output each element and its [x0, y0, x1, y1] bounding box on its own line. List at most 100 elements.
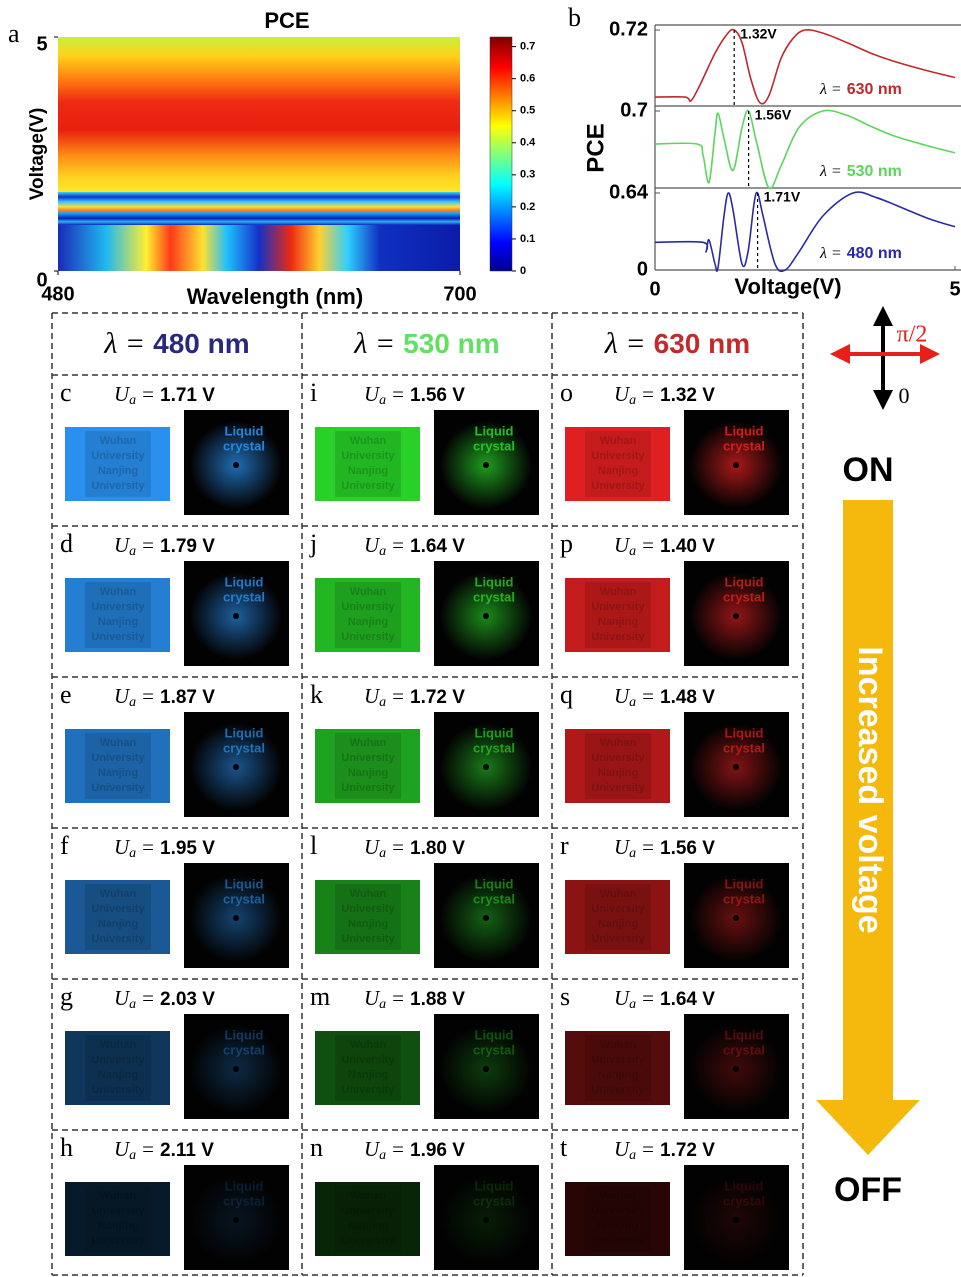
peak-label: 1.32V	[740, 26, 777, 42]
y-axis-label: Voltage(V)	[27, 108, 48, 201]
header-prefix: λ =	[353, 327, 395, 360]
photo-dim	[65, 578, 170, 652]
voltage-value: 1.64 V	[410, 536, 465, 557]
colorbar-tick-label: 0.7	[520, 41, 535, 53]
voltage-value: 1.96 V	[410, 1140, 465, 1161]
pce-curve	[655, 30, 955, 104]
screen-text: Liquid	[725, 1178, 764, 1193]
y-tick-label: 0	[637, 258, 648, 280]
voltage-value: 1.80 V	[410, 838, 465, 859]
screen-text: crystal	[723, 891, 765, 906]
y-axis-label: PCE	[582, 123, 609, 172]
voltage-value: 1.71 V	[160, 385, 215, 406]
screen-text: crystal	[223, 1042, 265, 1057]
y-tick-label: 5	[36, 33, 47, 55]
voltage-label: Ua=1.32 V	[614, 382, 715, 408]
zero-order-block	[233, 915, 239, 921]
screen-text: Liquid	[475, 574, 514, 589]
pce-curve	[655, 192, 955, 271]
photo-dim	[315, 729, 420, 803]
voltage-index: a	[129, 544, 136, 559]
panel-label: c	[60, 378, 72, 407]
zero-order-block	[233, 764, 239, 770]
voltage-index: a	[379, 393, 386, 408]
voltage-value: 2.11 V	[160, 1140, 214, 1161]
polarization-label: π/2	[897, 322, 928, 348]
photo-dim	[565, 729, 670, 803]
voltage-equals: =	[392, 1137, 404, 1161]
voltage-value: 1.64 V	[660, 989, 715, 1010]
voltage-equals: =	[642, 835, 654, 859]
screen-text: crystal	[473, 589, 515, 604]
voltage-value: 1.95 V	[160, 838, 215, 859]
voltage-equals: =	[142, 684, 154, 708]
panel-label: l	[310, 831, 317, 860]
screen-text: crystal	[723, 589, 765, 604]
voltage-value: 1.88 V	[410, 989, 465, 1010]
panel-label: i	[310, 378, 317, 407]
header-prefix: λ =	[604, 327, 646, 360]
photo-dim	[565, 880, 670, 954]
voltage-index: a	[629, 846, 636, 861]
voltage-label: Ua=1.56 V	[614, 835, 715, 861]
photo-dim	[565, 1031, 670, 1105]
arrow-label: Increased voltage	[851, 646, 889, 933]
voltage-value: 1.56 V	[660, 838, 715, 859]
zero-order-block	[733, 1217, 739, 1223]
voltage-equals: =	[142, 382, 154, 406]
panel-label: o	[560, 378, 573, 407]
side-annotations: π/2 0 ON Increased voltage OFF	[816, 316, 930, 1209]
panel-label: h	[60, 1133, 73, 1162]
panel-label: d	[60, 529, 73, 558]
off-label: OFF	[834, 1171, 902, 1209]
screen-text: Liquid	[225, 574, 264, 589]
zero-order-block	[483, 462, 489, 468]
polarization-label: 0	[899, 383, 910, 408]
voltage-index: a	[379, 997, 386, 1012]
panel-label: n	[310, 1133, 323, 1162]
legend-entry: λ =530 nm	[819, 163, 902, 181]
photo-dim	[65, 880, 170, 954]
voltage-equals: =	[142, 1137, 154, 1161]
voltage-equals: =	[392, 986, 404, 1010]
zero-order-block	[733, 462, 739, 468]
voltage-label: Ua=1.56 V	[364, 382, 465, 408]
panel-label: j	[309, 529, 317, 558]
voltage-index: a	[129, 846, 136, 861]
colorbar-tick-label: 0.3	[520, 169, 535, 181]
voltage-value: 1.32 V	[660, 385, 715, 406]
header-prefix: λ =	[103, 327, 145, 360]
voltage-value: 1.56 V	[410, 385, 465, 406]
header-wavelength: 480 nm	[153, 328, 250, 359]
voltage-equals: =	[642, 986, 654, 1010]
colorbar	[490, 37, 512, 271]
voltage-index: a	[129, 1148, 136, 1163]
voltage-equals: =	[392, 533, 404, 557]
voltage-label: Ua=1.79 V	[114, 533, 215, 559]
colorbar-tick-label: 0.2	[520, 201, 535, 213]
column-header: λ =530 nm	[353, 327, 499, 360]
screen-text: Liquid	[225, 725, 264, 740]
voltage-label: Ua=1.80 V	[364, 835, 465, 861]
photo-dim	[565, 1182, 670, 1256]
voltage-label: Ua=1.72 V	[614, 1137, 715, 1163]
y-tick-label: 0.7	[620, 99, 648, 121]
legend-prefix: λ =	[819, 81, 842, 98]
voltage-equals: =	[642, 684, 654, 708]
voltage-index: a	[379, 1148, 386, 1163]
voltage-index: a	[629, 997, 636, 1012]
heatmap-region	[58, 225, 460, 271]
zero-order-block	[483, 764, 489, 770]
voltage-index: a	[129, 695, 136, 710]
photo-dim	[315, 1182, 420, 1256]
voltage-label: Ua=1.40 V	[614, 533, 715, 559]
voltage-label: Ua=1.48 V	[614, 684, 715, 710]
voltage-index: a	[129, 393, 136, 408]
photo-dim	[65, 1031, 170, 1105]
photo-dim	[315, 880, 420, 954]
panel-label: t	[560, 1133, 568, 1162]
zero-order-block	[733, 613, 739, 619]
panel-label: g	[60, 982, 73, 1011]
legend-prefix: λ =	[819, 163, 842, 180]
zero-order-block	[483, 613, 489, 619]
